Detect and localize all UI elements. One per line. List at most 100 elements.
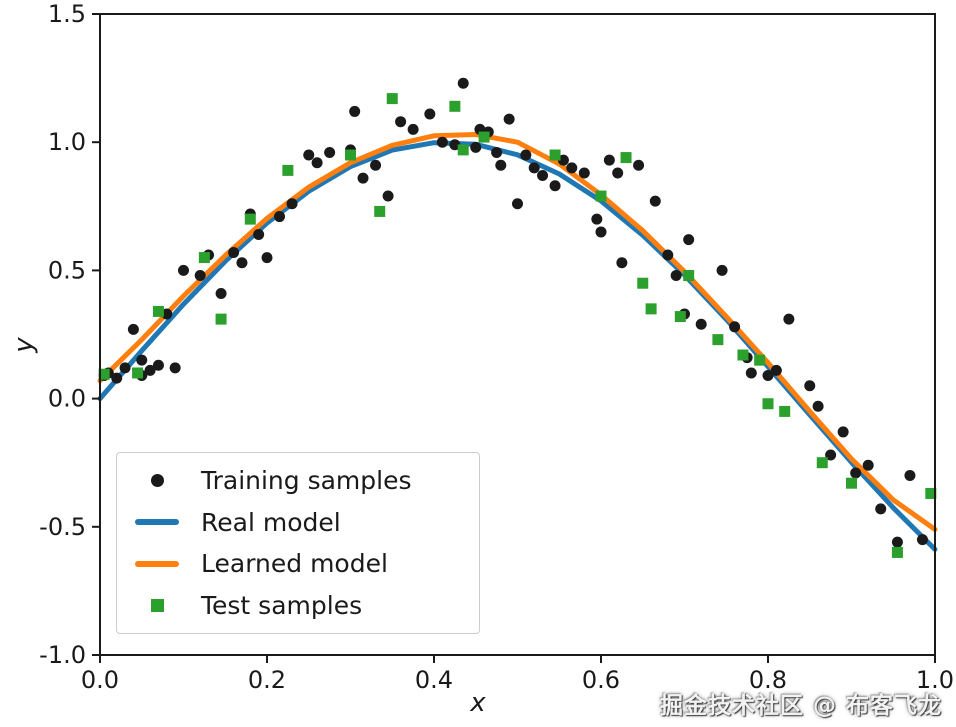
training-sample-point — [528, 162, 540, 174]
legend-marker-cell — [135, 474, 179, 488]
y-tick-label: 0.5 — [48, 256, 86, 284]
training-sample-point — [357, 172, 369, 184]
training-sample-point — [503, 113, 515, 125]
training-sample-point — [194, 270, 206, 282]
training-sample-point — [591, 213, 603, 225]
training-sample-point — [152, 359, 164, 371]
training-sample-point — [770, 364, 782, 376]
training-sample-point — [557, 154, 569, 166]
test-sample-point — [457, 144, 469, 156]
training-sample-point — [470, 141, 482, 153]
training-sample-point — [370, 159, 382, 171]
training-sample-point — [495, 159, 507, 171]
real-model-line-icon — [135, 519, 179, 526]
test-sample-point — [244, 213, 256, 225]
y-tick-label: 1.5 — [48, 0, 86, 28]
y-tick-label: 1.0 — [48, 128, 86, 156]
test-sample-point — [762, 398, 774, 410]
training-sample-point — [311, 157, 323, 169]
test-sample-point — [637, 277, 649, 289]
axes-spines — [99, 13, 936, 656]
training-sample-point — [662, 249, 674, 261]
test-sample-point — [386, 93, 398, 105]
test-sample-point — [478, 131, 490, 143]
training-sample-point — [850, 467, 862, 479]
training-sample-point — [436, 136, 448, 148]
training-sample-point — [537, 170, 549, 182]
test-sample-point — [198, 252, 210, 264]
training-sample-point — [916, 534, 928, 546]
training-sample-point — [424, 108, 436, 120]
training-sample-point — [783, 313, 795, 325]
training-sample-point — [804, 380, 816, 392]
legend-item-training-samples: Training samples — [135, 467, 461, 495]
training-sample-point — [670, 270, 682, 282]
y-tick-label: -1.0 — [39, 641, 86, 669]
test-sample-point — [620, 152, 632, 164]
test-sample-point — [891, 546, 903, 558]
legend-label: Training samples — [201, 466, 412, 495]
legend-label: Test samples — [201, 590, 363, 620]
training-sample-point — [612, 167, 624, 179]
legend-label: Real model — [201, 507, 341, 537]
training-sample-point — [566, 162, 578, 174]
legend-marker-cell — [135, 560, 179, 567]
training-sample-point — [520, 149, 532, 161]
y-tick-label: -0.5 — [39, 513, 86, 541]
test-sample-point — [925, 487, 937, 499]
x-tick-label: 1.0 — [916, 666, 954, 694]
training-sample-point — [578, 167, 590, 179]
training-sample-point — [228, 246, 240, 258]
test-sample-point — [132, 367, 144, 379]
watermark: 掘金技术社区 @ 布客飞龙 — [659, 693, 942, 719]
legend: Training samples Real model Learned mode… — [116, 452, 480, 634]
training-sample-point — [274, 211, 286, 223]
training-sample-point — [695, 318, 707, 330]
training-sample-point — [382, 190, 394, 202]
test-sample-point — [683, 270, 695, 282]
test-sample-point — [215, 313, 227, 325]
training-sample-point — [904, 470, 916, 482]
x-tick-label: 0.8 — [749, 666, 787, 694]
training-sample-point — [716, 264, 728, 276]
legend-marker-cell — [135, 519, 179, 526]
training-sample-point — [457, 77, 469, 89]
y-axis-label: y — [9, 337, 39, 353]
test-sample-point — [712, 334, 724, 346]
training-sample-point — [729, 321, 741, 333]
training-sample-point — [491, 146, 503, 158]
x-tick-label: 0.6 — [582, 666, 620, 694]
training-sample-point — [603, 154, 615, 166]
x-axis-label: x — [470, 688, 486, 718]
training-sample-point — [161, 308, 173, 320]
test-sample-point — [345, 149, 356, 161]
training-sample-point — [215, 287, 227, 299]
x-tick-label: 0.2 — [248, 666, 286, 694]
legend-item-real-model: Real model — [135, 507, 461, 537]
training-samples-dot-icon — [150, 474, 164, 488]
training-sample-point — [286, 198, 298, 210]
training-sample-point — [825, 449, 837, 461]
test-sample-point — [449, 100, 461, 112]
test-sample-point — [754, 354, 766, 366]
legend-item-test-samples: Test samples — [135, 590, 461, 620]
training-sample-point — [324, 146, 336, 158]
training-sample-point — [144, 364, 156, 376]
test-sample-point — [282, 164, 294, 176]
training-sample-point — [178, 264, 189, 276]
test-sample-point — [549, 149, 561, 161]
legend-item-learned-model: Learned model — [135, 550, 461, 578]
training-sample-point — [119, 362, 131, 374]
legend-marker-cell — [135, 598, 179, 612]
training-sample-point — [127, 323, 139, 335]
training-sample-point — [449, 139, 461, 151]
training-sample-point — [649, 195, 661, 207]
training-sample-point — [253, 229, 265, 241]
training-sample-point — [349, 105, 361, 117]
test-sample-point — [816, 457, 828, 469]
training-sample-point — [549, 180, 561, 192]
test-sample-point — [98, 368, 110, 380]
test-sample-point — [779, 405, 791, 417]
training-sample-point — [261, 252, 273, 264]
